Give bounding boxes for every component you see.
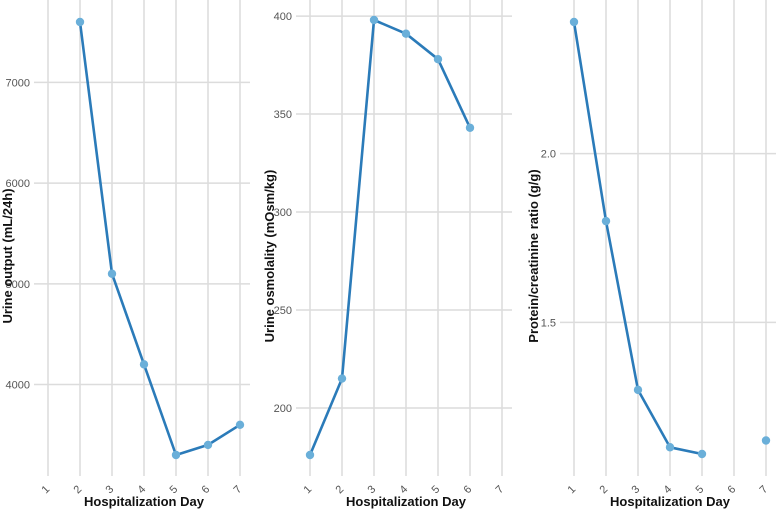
data-point [107, 269, 117, 278]
y-tick-label: 7000 [6, 77, 30, 89]
y-tick-label: 4000 [6, 380, 30, 392]
data-point [761, 436, 771, 445]
x-axis-title: Hospitalization Day [346, 494, 467, 509]
x-axis-title: Hospitalization Day [610, 494, 731, 509]
data-point [465, 123, 475, 132]
data-point [139, 360, 149, 369]
series-line [308, 18, 472, 457]
data-point [569, 17, 579, 27]
data-point [171, 450, 181, 460]
data-point [697, 449, 707, 459]
y-tick-label: 6000 [6, 178, 30, 190]
data-point [369, 15, 379, 25]
y-axis-title: Urine output (mL/24h) [0, 188, 15, 323]
data-point [601, 216, 611, 226]
y-tick-label: 5000 [6, 279, 30, 291]
x-tick-label: 7 [757, 483, 770, 496]
x-tick-label: 7 [231, 483, 244, 496]
x-tick-label: 1 [565, 483, 578, 496]
data-point [203, 440, 213, 450]
data-point [665, 443, 675, 452]
data-point [401, 29, 411, 38]
y-tick-label: 250 [274, 305, 292, 317]
x-tick-label: 1 [301, 483, 314, 496]
y-axis-title: Protein/creatinine ratio (g/g) [526, 169, 541, 342]
y-tick-label: 350 [274, 109, 292, 121]
data-point [433, 54, 443, 64]
data-point [633, 385, 643, 395]
x-tick-label: 2 [71, 483, 84, 496]
data-point [337, 374, 347, 383]
x-tick-label: 2 [333, 483, 346, 496]
series-line [78, 20, 242, 457]
y-tick-label: 200 [274, 403, 292, 415]
y-axis-title: Urine osmolality (mOsm/kg) [262, 170, 277, 343]
y-tick-label: 400 [274, 11, 292, 23]
x-tick-label: 7 [493, 483, 506, 496]
x-tick-label: 2 [597, 483, 610, 496]
data-point [75, 17, 85, 27]
x-tick-label: 1 [39, 483, 52, 496]
x-axis-title: Hospitalization Day [84, 494, 205, 509]
y-tick-label: 1.5 [541, 317, 556, 329]
y-tick-label: 2.0 [541, 149, 556, 161]
y-tick-label: 300 [274, 207, 292, 219]
data-point [235, 420, 245, 429]
data-point [305, 450, 315, 460]
